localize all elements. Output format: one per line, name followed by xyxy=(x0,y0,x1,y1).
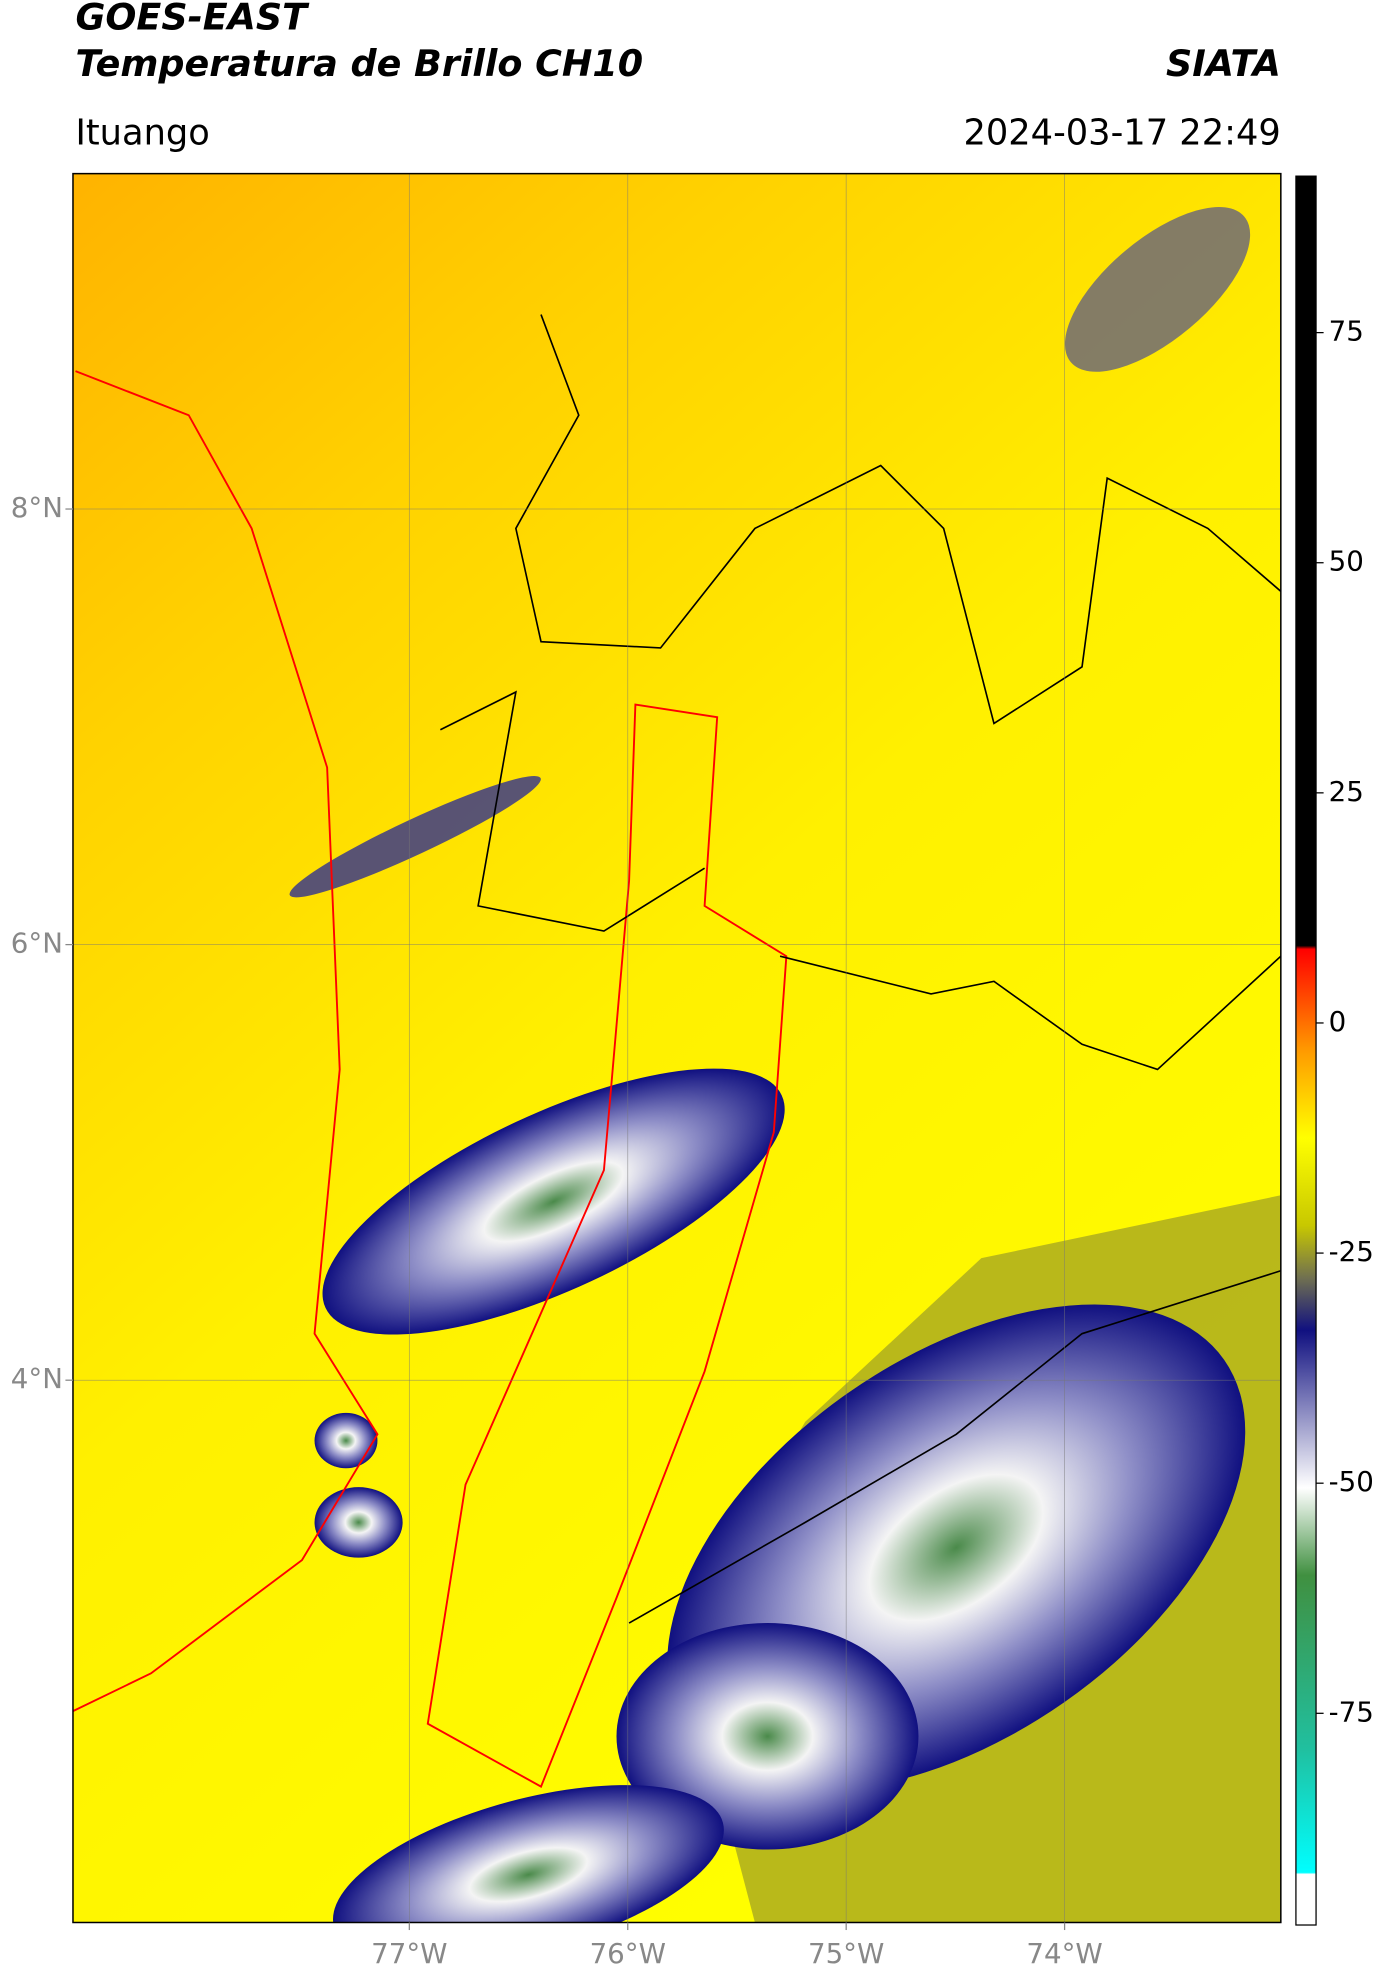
cloud xyxy=(289,776,541,898)
subtitle: Temperatura de Brillo CH10 xyxy=(75,42,643,85)
source: SIATA xyxy=(1166,42,1281,85)
y-tick-label: 8°N xyxy=(11,491,63,524)
x-tick-label: 77°W xyxy=(371,1937,447,1970)
cloud xyxy=(322,1068,785,1335)
y-tick-label: 4°N xyxy=(11,1362,63,1395)
colorbar-tick-label: -75 xyxy=(1329,1695,1374,1728)
colorbar-tick-label: -25 xyxy=(1329,1235,1374,1268)
location: Ituango xyxy=(75,113,209,154)
colorbar xyxy=(1295,175,1317,1926)
coastline xyxy=(72,370,379,1712)
admin-boundary xyxy=(439,314,1281,1624)
colorbar-tick-label: 0 xyxy=(1329,1005,1347,1038)
map xyxy=(72,173,1281,1923)
colorbar-tick-label: 50 xyxy=(1329,545,1364,578)
y-tick-label: 6°N xyxy=(11,927,63,960)
x-tick-label: 76°W xyxy=(590,1937,666,1970)
cloud xyxy=(314,1487,403,1558)
map-frame xyxy=(72,172,1282,1924)
cloud xyxy=(616,1623,919,1850)
x-tick-label: 74°W xyxy=(1026,1937,1102,1970)
basin-outline xyxy=(426,703,788,1788)
cloud xyxy=(333,1785,724,1923)
title: GOES-EAST xyxy=(75,0,310,38)
cloud xyxy=(1064,207,1251,372)
datetime: 2024-03-17 22:49 xyxy=(963,113,1280,154)
colorbar-tick-label: 25 xyxy=(1329,775,1364,808)
cloud xyxy=(314,1412,378,1469)
x-tick-label: 75°W xyxy=(808,1937,884,1970)
colorbar-tick-label: 75 xyxy=(1329,315,1364,348)
colorbar-tick-label: -50 xyxy=(1329,1465,1374,1498)
